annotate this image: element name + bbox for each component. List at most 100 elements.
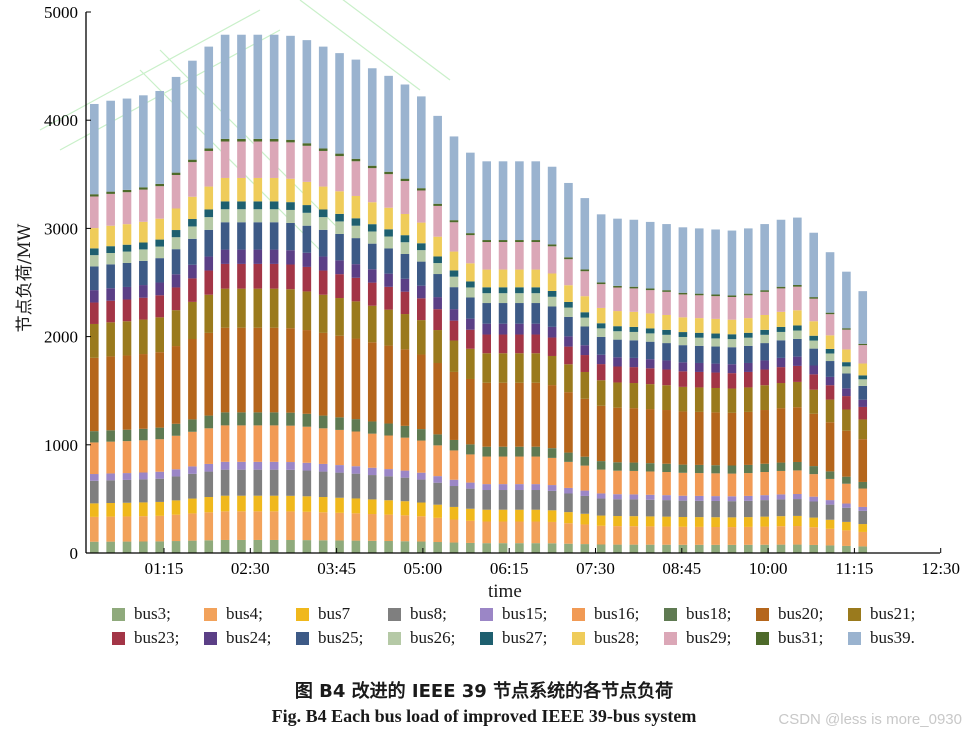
bar-segment-bus4 bbox=[596, 525, 606, 545]
bar-segment-bus8 bbox=[793, 499, 802, 516]
bar-stack-10:45 bbox=[776, 219, 786, 553]
bar-segment-bus27 bbox=[253, 201, 263, 210]
bar-segment-bus15 bbox=[122, 473, 132, 480]
bar-segment-bus16 bbox=[155, 439, 164, 472]
bar-segment-bus4 bbox=[220, 511, 230, 540]
bar-segment-bus18 bbox=[694, 464, 704, 474]
bar-segment-bus3 bbox=[400, 541, 410, 553]
bar-segment-bus16 bbox=[662, 472, 671, 496]
bar-segment-bus39 bbox=[809, 232, 818, 298]
bar-segment-bus26 bbox=[269, 209, 279, 223]
bar-segment-bus4 bbox=[662, 526, 671, 545]
bar-segment-bus21 bbox=[629, 383, 639, 409]
bar-segment-bus31 bbox=[678, 292, 688, 295]
bar-stack-03:00 bbox=[269, 34, 279, 553]
y-tick-label: 1000 bbox=[44, 436, 78, 455]
bar-segment-bus25 bbox=[318, 229, 328, 257]
bar-segment-bus23 bbox=[580, 355, 590, 372]
bar-segment-bus24 bbox=[596, 354, 606, 365]
bar-segment-bus27 bbox=[498, 287, 508, 294]
bar-segment-bus20 bbox=[842, 430, 851, 477]
bar-segment-bus15 bbox=[384, 469, 393, 477]
x-tick-label: 08:45 bbox=[662, 559, 701, 578]
bar-segment-bus7 bbox=[302, 496, 312, 512]
bar-segment-bus20 bbox=[596, 405, 606, 462]
bar-segment-bus39 bbox=[596, 214, 606, 283]
bar-segment-bus4 bbox=[482, 521, 491, 544]
bar-segment-bus18 bbox=[220, 412, 230, 426]
bar-segment-bus31 bbox=[269, 138, 279, 142]
bar-segment-bus16 bbox=[139, 440, 148, 473]
bar-segment-bus27 bbox=[809, 335, 818, 341]
bar-segment-bus26 bbox=[498, 293, 508, 304]
bar-segment-bus29 bbox=[760, 291, 769, 315]
bar-segment-bus21 bbox=[809, 389, 818, 414]
bar-segment-bus25 bbox=[139, 260, 148, 286]
bar-segment-bus21 bbox=[335, 298, 344, 336]
bar-segment-bus4 bbox=[858, 531, 868, 547]
bar-segment-bus39 bbox=[645, 221, 655, 289]
bar-segment-bus21 bbox=[90, 323, 99, 358]
bar-segment-bus29 bbox=[596, 284, 606, 308]
x-tick-label: 01:15 bbox=[145, 559, 184, 578]
bar-segment-bus4 bbox=[564, 523, 573, 544]
bar-segment-bus18 bbox=[384, 423, 393, 436]
bar-segment-bus20 bbox=[711, 412, 720, 466]
bar-segment-bus25 bbox=[90, 266, 99, 291]
bar-segment-bus8 bbox=[400, 477, 410, 502]
y-tick-label: 5000 bbox=[44, 3, 78, 22]
bar-segment-bus3 bbox=[90, 541, 99, 553]
bar-segment-bus4 bbox=[384, 514, 393, 542]
bar-segment-bus25 bbox=[678, 345, 688, 363]
bar-segment-bus27 bbox=[596, 323, 606, 329]
bar-segment-bus31 bbox=[694, 293, 704, 296]
bar-segment-bus25 bbox=[417, 261, 426, 286]
bar-segment-bus27 bbox=[727, 334, 737, 340]
bar-segment-bus3 bbox=[858, 546, 868, 553]
bar-segment-bus31 bbox=[367, 165, 377, 169]
bar-segment-bus26 bbox=[776, 331, 786, 341]
legend-label: bus18; bbox=[686, 604, 732, 623]
bar-segment-bus18 bbox=[645, 463, 655, 472]
bar-segment-bus18 bbox=[400, 425, 410, 438]
bar-segment-bus31 bbox=[433, 203, 442, 206]
bar-segment-bus7 bbox=[106, 502, 115, 517]
bar-segment-bus24 bbox=[400, 278, 410, 292]
bar-segment-bus29 bbox=[809, 298, 818, 322]
bar-segment-bus31 bbox=[335, 153, 344, 157]
bar-segment-bus26 bbox=[155, 246, 164, 259]
bar-segment-bus29 bbox=[678, 294, 688, 318]
bar-segment-bus8 bbox=[744, 500, 753, 518]
bar-segment-bus15 bbox=[139, 472, 148, 480]
bar-segment-bus29 bbox=[253, 141, 263, 178]
bar-segment-bus15 bbox=[466, 482, 475, 489]
bar-segment-bus15 bbox=[367, 467, 377, 476]
bar-segment-bus31 bbox=[858, 343, 868, 346]
bar-segment-bus25 bbox=[204, 229, 214, 257]
bar-segment-bus16 bbox=[188, 431, 197, 467]
bar-segment-bus8 bbox=[253, 469, 263, 496]
bar-segment-bus8 bbox=[842, 507, 851, 522]
legend-swatch bbox=[296, 631, 309, 645]
bar-segment-bus20 bbox=[482, 382, 491, 447]
bar-segment-bus26 bbox=[711, 338, 720, 347]
bar-segment-bus20 bbox=[139, 354, 148, 429]
bar-segment-bus29 bbox=[776, 288, 786, 312]
bar-segment-bus26 bbox=[547, 296, 557, 307]
bar-segment-bus7 bbox=[662, 516, 671, 527]
bar-segment-bus26 bbox=[727, 339, 737, 348]
bar-segment-bus21 bbox=[384, 309, 393, 346]
bar-segment-bus8 bbox=[825, 504, 835, 520]
bar-segment-bus16 bbox=[678, 472, 688, 496]
bar-segment-bus3 bbox=[694, 544, 704, 553]
bar-segment-bus27 bbox=[678, 332, 688, 337]
bar-segment-bus28 bbox=[564, 285, 573, 302]
bar-segment-bus7 bbox=[645, 516, 655, 527]
bar-segment-bus16 bbox=[694, 473, 704, 496]
bar-segment-bus23 bbox=[106, 300, 115, 323]
bar-segment-bus7 bbox=[482, 509, 491, 522]
bar-stack-06:30 bbox=[498, 161, 508, 553]
bar-segment-bus26 bbox=[678, 336, 688, 346]
bar-segment-bus28 bbox=[531, 269, 541, 288]
bar-segment-bus16 bbox=[269, 425, 279, 462]
